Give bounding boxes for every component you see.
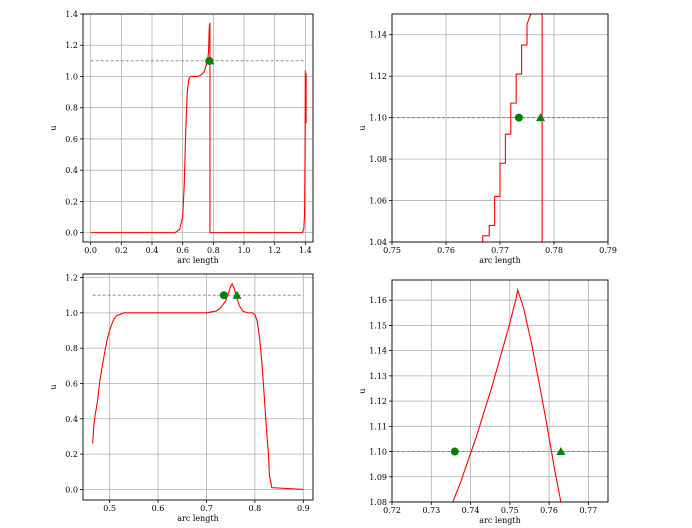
y-tick-label: 1.12 <box>369 397 387 406</box>
x-tick-label: 0.9 <box>297 504 310 513</box>
x-tick-label: 0.6 <box>152 504 165 513</box>
y-tick-label: 0.4 <box>65 166 78 175</box>
marker-triangle <box>205 56 215 65</box>
x-tick-label: 0.72 <box>383 506 401 515</box>
y-tick-label: 0.2 <box>65 450 78 459</box>
y-tick-label: 0.6 <box>65 135 78 144</box>
y-tick-label: 1.4 <box>65 10 78 19</box>
x-tick-label: 0.75 <box>501 506 519 515</box>
x-tick-label: 0.6 <box>176 246 189 255</box>
marker-circle <box>514 113 523 122</box>
x-tick-label: 0.0 <box>84 246 97 255</box>
x-tick-label: 0.79 <box>599 246 617 255</box>
y-tick-label: 1.14 <box>369 347 387 356</box>
y-tick-label: 0.2 <box>65 197 78 206</box>
y-tick-label: 1.10 <box>369 114 387 123</box>
y-tick-label: 1.2 <box>65 41 78 50</box>
y-tick-label: 1.0 <box>65 309 78 318</box>
y-axis-label: u <box>49 125 58 130</box>
y-tick-label: 1.0 <box>65 72 78 81</box>
series-line-1 <box>92 282 304 490</box>
y-tick-label: 0.8 <box>65 344 78 353</box>
x-tick-label: 0.7 <box>200 504 213 513</box>
plot-area <box>392 14 608 242</box>
axes-frame <box>82 13 314 243</box>
axes-frame <box>391 279 609 503</box>
plot-area <box>92 282 304 490</box>
y-tick-label: 1.15 <box>369 321 387 330</box>
x-tick-label: 1.0 <box>238 246 251 255</box>
series-line-2 <box>209 70 306 234</box>
y-axis-label: u <box>358 388 367 393</box>
series-line-1 <box>452 287 562 502</box>
plot-area <box>90 22 307 234</box>
x-tick-label: 0.77 <box>579 506 597 515</box>
y-tick-label: 1.08 <box>369 155 387 164</box>
y-tick-label: 1.11 <box>369 422 387 431</box>
x-axis-label: arc length <box>177 514 219 523</box>
x-tick-label: 0.8 <box>249 504 262 513</box>
x-tick-label: 0.4 <box>146 246 159 255</box>
x-tick-label: 0.76 <box>437 246 455 255</box>
chart-panel-1: 0.0 0.2 0.4 0.6 0.8 1.0 1.2 1.4 0.0 0.2 0.4 0.6 0.8 1… <box>49 10 314 265</box>
y-tick-label: 1.14 <box>369 31 387 40</box>
y-axis-label: u <box>49 384 58 389</box>
y-tick-label: 1.04 <box>369 238 387 247</box>
y-tick-label: 1.16 <box>369 296 387 305</box>
x-tick-label: 0.2 <box>115 246 128 255</box>
series-line-1 <box>481 14 532 242</box>
axes-frame <box>82 273 314 501</box>
y-tick-label: 0.6 <box>65 379 78 388</box>
y-tick-label: 0.8 <box>65 104 78 113</box>
y-tick-label: 1.06 <box>369 197 387 206</box>
y-tick-label: 1.08 <box>369 498 387 507</box>
y-tick-label: 0.4 <box>65 415 78 424</box>
x-tick-label: 0.5 <box>103 504 116 513</box>
x-tick-label: 0.74 <box>462 506 480 515</box>
chart-panel-2: 0.75 0.76 0.77 0.78 0.79 1.04 1.06 1.08 1.10 1.12… <box>358 13 617 265</box>
marker-circle <box>450 447 459 456</box>
plot-area <box>392 287 608 502</box>
x-tick-label: 0.8 <box>207 246 220 255</box>
y-tick-label: 1.13 <box>369 372 387 381</box>
x-axis-label: arc length <box>479 256 521 265</box>
x-tick-label: 1.4 <box>299 246 312 255</box>
x-tick-label: 0.78 <box>545 246 563 255</box>
y-axis-label: u <box>358 125 367 130</box>
x-tick-label: 0.77 <box>491 246 509 255</box>
series-line-1 <box>90 22 211 234</box>
y-tick-label: 1.09 <box>369 473 387 482</box>
y-tick-label: 1.10 <box>369 448 387 457</box>
marker-circle <box>219 291 228 300</box>
y-tick-label: 1.12 <box>369 72 387 81</box>
y-tick-label: 0.0 <box>65 229 78 238</box>
marker-triangle <box>536 113 545 122</box>
y-tick-label: 1.2 <box>65 274 78 283</box>
x-axis-label: arc length <box>479 516 521 525</box>
x-axis-label: arc length <box>177 256 219 265</box>
marker-triangle <box>232 290 242 299</box>
chart-panel-4: 0.72 0.73 0.74 0.75 0.76 0.77 1.08 1.09 1.10 1.11… <box>358 279 609 525</box>
x-tick-label: 0.73 <box>422 506 440 515</box>
marker-triangle <box>556 447 566 456</box>
chart-panel-3: 0.5 0.6 0.7 0.8 0.9 0.0 0.2 0.4 0.6 0.8 1.0 1.2 arc … <box>49 273 314 523</box>
x-tick-label: 1.2 <box>268 246 281 255</box>
x-tick-label: 0.76 <box>540 506 558 515</box>
x-tick-label: 0.75 <box>383 246 401 255</box>
y-tick-label: 0.0 <box>65 485 78 494</box>
